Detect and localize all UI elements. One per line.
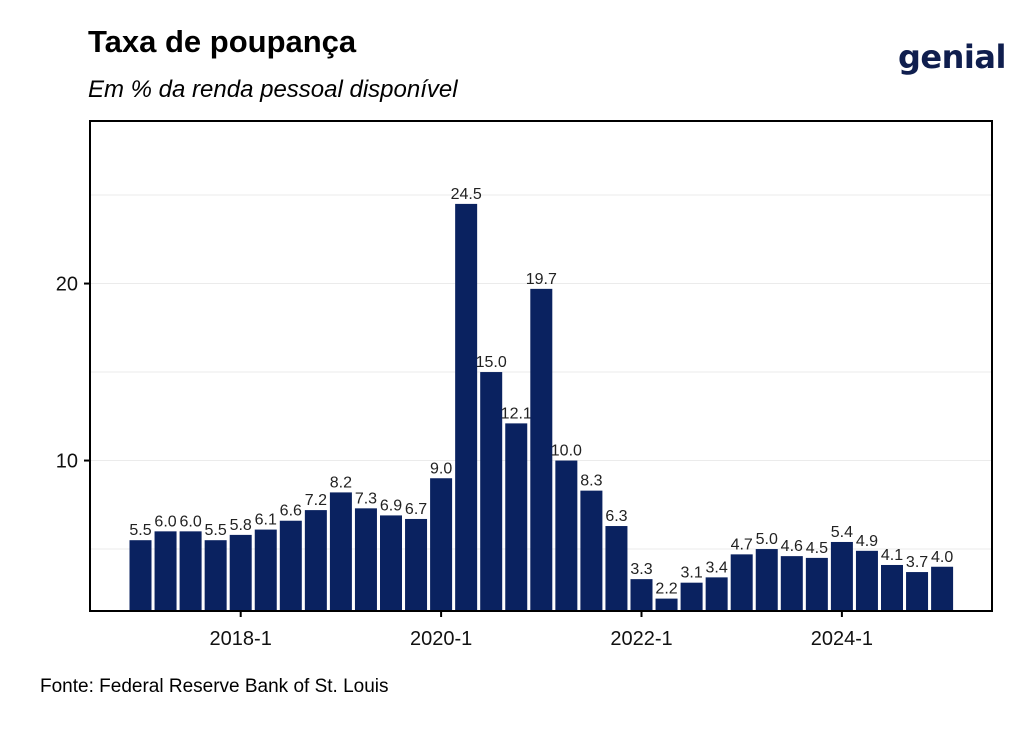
bar [329,492,352,611]
bar [605,526,628,611]
data-label: 12.1 [501,405,532,422]
bar [204,540,227,611]
bar [881,564,903,611]
data-label: 4.6 [781,538,803,555]
data-label: 10.0 [551,443,582,460]
bar [780,556,803,611]
chart-subtitle: Em % da renda pessoal disponível [88,76,458,103]
brand-logo: genial [898,38,1006,76]
data-label: 9.0 [430,460,452,477]
data-label: 15.0 [476,354,507,371]
bar [154,531,177,611]
data-label: 5.5 [205,522,227,539]
chart-title: Taxa de poupança [88,24,357,59]
bar [480,372,503,611]
data-label: 5.8 [230,517,252,534]
data-label: 4.7 [731,536,753,553]
bar [555,460,578,611]
data-label: 5.0 [756,531,778,548]
bar [805,557,828,611]
bar [229,534,252,611]
bar [254,529,277,611]
data-label: 2.2 [655,581,677,598]
bar [680,582,703,611]
bar [354,508,377,611]
data-label: 24.5 [451,186,482,203]
data-label: 6.0 [154,513,176,530]
bar [455,203,478,611]
data-label: 4.1 [881,547,903,564]
bar [730,554,753,611]
data-label: 5.4 [831,524,853,541]
data-label: 8.2 [330,474,352,491]
data-label: 19.7 [526,271,557,288]
data-label: 8.3 [580,473,602,490]
data-label: 6.6 [280,503,302,520]
data-label: 4.0 [931,549,953,566]
bar [304,510,327,611]
plot-frame [89,120,993,612]
x-tick-label: 2022-1 [610,628,672,650]
data-label: 6.0 [179,513,201,530]
bar [129,540,152,611]
bar [931,566,954,611]
x-tick-label: 2024-1 [811,628,873,650]
bar [830,541,853,611]
bar [380,515,402,611]
bar [430,478,453,611]
data-label: 3.7 [906,554,928,571]
bar [580,490,603,611]
data-label: 7.2 [305,492,327,509]
bar [705,577,728,611]
bar [179,531,202,611]
bar [855,550,878,611]
data-label: 4.5 [806,540,828,557]
data-label: 4.9 [856,533,878,550]
bar [279,520,302,611]
source-note: Fonte: Federal Reserve Bank of St. Louis [40,676,389,697]
data-label: 7.3 [355,490,377,507]
data-label: 3.4 [706,559,728,576]
y-tick-label: 10 [56,451,78,473]
data-label: 3.3 [630,561,652,578]
data-label: 6.1 [255,512,277,529]
bar [630,579,653,611]
bar [755,549,778,611]
data-label: 6.7 [405,501,427,518]
bar [655,598,678,611]
data-label: 6.3 [605,508,627,525]
bar [505,423,528,611]
data-label: 5.5 [129,522,151,539]
y-tick-label: 20 [56,274,78,296]
bar [530,288,553,611]
data-label: 3.1 [680,565,702,582]
data-label: 6.9 [380,497,402,514]
bar [906,572,929,611]
bar [405,518,428,611]
x-tick-label: 2018-1 [210,628,272,650]
x-tick-label: 2020-1 [410,628,472,650]
